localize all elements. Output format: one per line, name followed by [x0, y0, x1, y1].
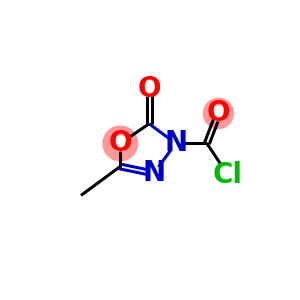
Circle shape — [113, 136, 128, 151]
Circle shape — [168, 136, 183, 151]
Text: N: N — [164, 129, 187, 158]
Text: Cl: Cl — [213, 160, 243, 189]
Circle shape — [146, 166, 161, 181]
Circle shape — [211, 106, 226, 121]
Circle shape — [218, 165, 237, 184]
Circle shape — [142, 82, 157, 97]
Text: O: O — [109, 129, 132, 158]
Text: N: N — [142, 159, 165, 188]
Circle shape — [103, 126, 138, 161]
Circle shape — [203, 98, 233, 128]
Text: O: O — [137, 75, 161, 103]
Text: O: O — [207, 99, 230, 128]
